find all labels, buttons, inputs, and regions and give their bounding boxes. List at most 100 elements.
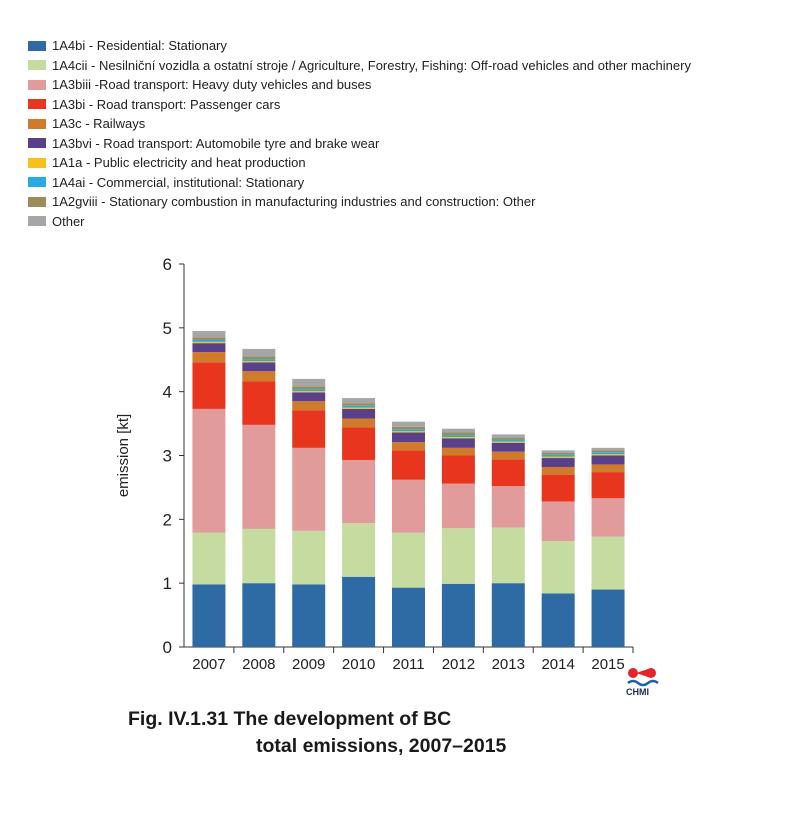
bar-segment — [541, 541, 575, 594]
bar-segment — [441, 583, 475, 647]
legend-label: 1A4bi - Residential: Stationary — [52, 38, 227, 54]
legend-swatch — [28, 157, 46, 168]
bar-segment — [591, 536, 625, 590]
y-axis-label: emission [kt] — [115, 414, 132, 497]
bar-segment — [342, 405, 376, 408]
bar-segment — [541, 458, 575, 467]
bar-segment — [441, 455, 475, 484]
bar-segment — [292, 401, 326, 411]
legend-swatch — [28, 118, 46, 129]
bar-segment — [242, 583, 276, 647]
legend-label: 1A3bvi - Road transport: Automobile tyre… — [52, 135, 380, 151]
bar-segment — [491, 486, 525, 528]
bar-segment — [342, 427, 376, 460]
bar-segment — [591, 454, 625, 456]
figure-caption: Fig. IV.1.31 The development of BC total… — [128, 706, 506, 760]
bar-segment — [342, 407, 376, 409]
bar-segment — [242, 356, 276, 360]
bar-segment — [342, 398, 376, 404]
legend-item: 1A2gviii - Stationary combustion in manu… — [28, 192, 691, 212]
bar-segment — [591, 472, 625, 499]
bar-segment — [541, 474, 575, 502]
legend-item: 1A3c - Railways — [28, 114, 691, 134]
legend-swatch — [28, 60, 46, 71]
bar-segment — [342, 523, 376, 577]
bar-segment — [242, 361, 276, 363]
y-tick-label: 3 — [163, 447, 172, 466]
bar-segment — [242, 348, 276, 357]
bar-segment — [491, 459, 525, 487]
legend-swatch — [28, 138, 46, 149]
x-tick-label: 2007 — [192, 656, 225, 673]
bar-segment — [591, 589, 625, 647]
bar-segment — [591, 455, 625, 465]
bar-segment — [192, 584, 226, 647]
bar-segment — [192, 331, 226, 338]
legend-swatch — [28, 40, 46, 51]
legend-item: Other — [28, 212, 691, 232]
bar-segment — [392, 479, 425, 533]
bar-segment — [491, 441, 525, 443]
bar-segment — [242, 362, 276, 372]
bar-segment — [441, 447, 475, 456]
bar-segment — [591, 498, 625, 537]
bar-segment — [491, 527, 525, 584]
bar-segment — [292, 392, 326, 402]
bar-segment — [292, 391, 326, 393]
x-tick-label: 2014 — [541, 656, 574, 673]
x-tick-label: 2015 — [591, 656, 624, 673]
legend-label: 1A4cii - Nesilniční vozidla a ostatní st… — [52, 57, 691, 73]
bar-segment — [491, 434, 525, 438]
x-tick-label: 2012 — [442, 656, 475, 673]
bar-segment — [541, 454, 575, 457]
bar-segment — [392, 431, 425, 433]
bar-segment — [392, 432, 425, 443]
y-tick-label: 5 — [163, 319, 172, 338]
bar-segment — [392, 426, 425, 430]
bar-segment — [392, 587, 425, 647]
caption-line-1: Fig. IV.1.31 The development of BC — [128, 708, 452, 730]
bar-segment — [441, 432, 475, 436]
legend-item: 1A4ai - Commercial, institutional: Stati… — [28, 173, 691, 193]
bar-segment — [392, 421, 425, 427]
bar-segment — [292, 584, 326, 647]
bar-segment — [441, 528, 475, 584]
caption-line-2: total emissions, 2007–2015 — [256, 735, 507, 757]
x-tick-label: 2010 — [342, 656, 375, 673]
bar-segment — [242, 359, 276, 362]
x-tick-label: 2009 — [292, 656, 325, 673]
legend-label: 1A3c - Railways — [52, 116, 146, 132]
legend-item: 1A4cii - Nesilniční vozidla a ostatní st… — [28, 56, 691, 76]
bar-segment — [192, 532, 226, 585]
bar-segment — [242, 381, 276, 425]
legend-label: 1A4ai - Commercial, institutional: Stati… — [52, 174, 305, 190]
bar-segment — [491, 442, 525, 452]
bar-segment — [541, 456, 575, 459]
x-tick-label: 2008 — [242, 656, 275, 673]
y-tick-label: 0 — [163, 638, 172, 657]
bar-segment — [491, 439, 525, 442]
y-tick-label: 2 — [163, 510, 172, 529]
bar-segment — [242, 371, 276, 382]
bar-segment — [192, 339, 226, 342]
bar-segment — [292, 386, 326, 390]
bar-segment — [392, 532, 425, 588]
bar-segment — [242, 528, 276, 584]
stacked-bar-chart: 0 1 2 3 4 5 6 emission [kt] 2007 2008 2009 2010 2011… — [115, 255, 634, 673]
bar-segment — [591, 447, 625, 451]
bar-segment — [441, 435, 475, 437]
legend-item: 1A3biii -Road transport: Heavy duty vehi… — [28, 75, 691, 95]
bar-segment — [591, 452, 625, 455]
bar-segment — [292, 378, 326, 387]
legend-item: 1A4bi - Residential: Stationary — [28, 36, 691, 56]
bar-segment — [192, 352, 226, 363]
bar-segment — [541, 466, 575, 475]
bar-segment — [192, 337, 226, 340]
y-tick-label: 1 — [163, 574, 172, 593]
legend-label: Other — [52, 213, 85, 229]
bar-segment — [541, 452, 575, 455]
legend-label: 1A1a - Public electricity and heat produ… — [52, 155, 306, 171]
bar-segment — [541, 501, 575, 542]
bar-segment — [342, 418, 376, 428]
bar-segment — [342, 408, 376, 419]
